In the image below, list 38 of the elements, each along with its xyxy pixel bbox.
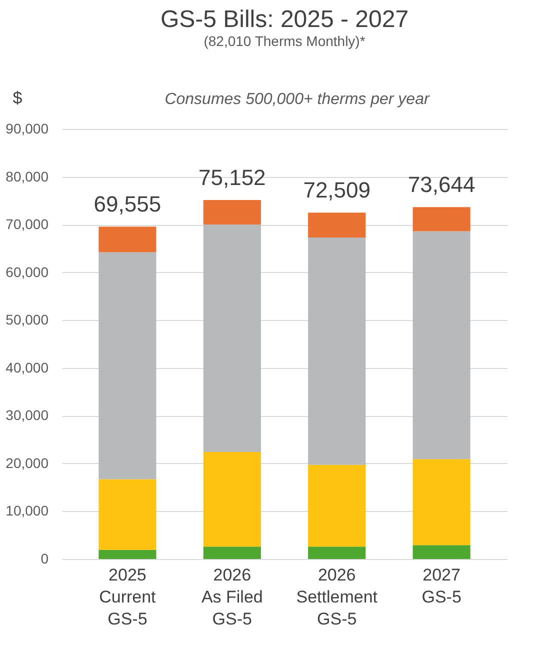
bar	[203, 224, 261, 452]
chart-title: GS-5 Bills: 2025 - 2027	[160, 6, 409, 33]
bar	[308, 212, 366, 238]
y-tick-label: 30,000	[6, 407, 49, 424]
bar	[203, 200, 261, 225]
y-tick-label: 50,000	[6, 312, 49, 328]
y-tick-label: 10,000	[6, 502, 49, 519]
total-label: 73,644	[408, 172, 476, 198]
total-label: 69,555	[94, 192, 162, 217]
text: Consumes 500,000+ therms per year	[164, 91, 430, 108]
y-tick-label: 70,000	[6, 216, 49, 232]
y-tick-label: 0	[40, 550, 49, 566]
bar	[412, 545, 470, 559]
chart-subtitle: (82,010 Therms Monthly)*	[204, 33, 366, 49]
y-tick-label: 60,000	[6, 264, 49, 280]
bar	[98, 226, 156, 252]
bar	[308, 546, 366, 559]
bar	[308, 464, 366, 547]
bar	[203, 452, 261, 547]
bar	[98, 479, 156, 550]
bar	[203, 546, 261, 559]
y-tick-label: 80,000	[6, 168, 49, 184]
x-tick-label: 2026 As Filed GS-5	[201, 566, 263, 628]
x-tick-label: 2027 GS-5	[422, 566, 462, 606]
bar	[412, 207, 470, 232]
y-tick-label: 90,000	[6, 120, 49, 136]
bar	[308, 237, 366, 465]
y-axis-title: $	[12, 88, 23, 108]
total-label: 75,152	[198, 164, 266, 190]
y-tick-label: 40,000	[6, 359, 49, 376]
x-tick-label: 2026 Settlement GS-5	[296, 566, 378, 628]
x-tick-label: 2025 Current GS-5	[99, 566, 156, 628]
bar	[412, 459, 470, 546]
bar	[98, 550, 156, 559]
bar	[98, 252, 156, 480]
total-label: 72,509	[303, 178, 370, 203]
bar	[412, 231, 470, 460]
y-tick-label: 20,000	[6, 454, 49, 471]
